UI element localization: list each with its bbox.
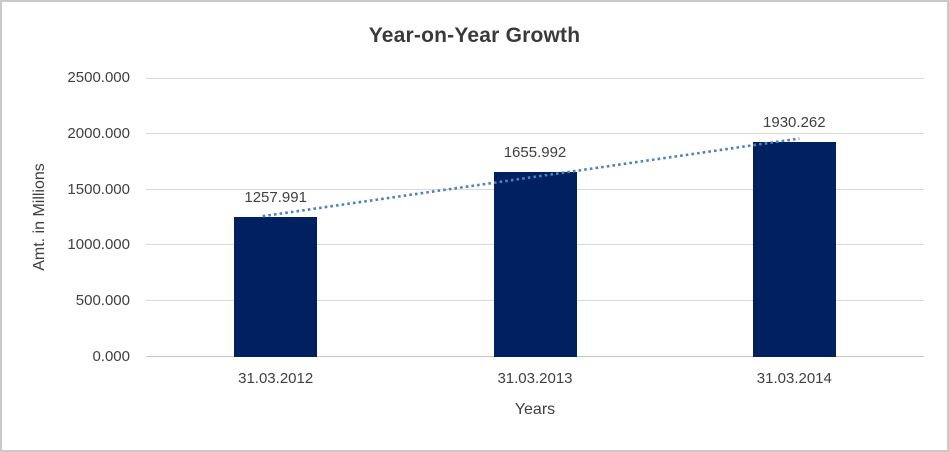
gridline [146, 133, 924, 134]
y-tick-label: 1500.000 [67, 180, 130, 198]
x-tick-label: 31.03.2012 [238, 370, 314, 387]
x-tick-label: 31.03.2014 [756, 370, 832, 387]
bar-31.03.2012[interactable] [234, 216, 318, 357]
y-axis-title: Amt. in Millions [31, 163, 48, 271]
y-tick-label: 2500.000 [67, 69, 130, 86]
trendline-layer [262, 137, 800, 218]
y-tick-label: 1000.000 [67, 236, 130, 254]
bar-31.03.2014[interactable] [752, 141, 836, 357]
chart-title: Year-on-Year Growth [368, 24, 581, 47]
y-tick-label: 500.000 [75, 292, 130, 310]
trendline[interactable] [262, 137, 800, 218]
x-tick-label: 31.03.2013 [497, 370, 573, 387]
y-tick-label: 2000.000 [67, 124, 130, 142]
bar-value-label: 1655.992 [503, 144, 567, 162]
x-axis-title: Years [514, 401, 556, 418]
bar-31.03.2013[interactable] [493, 172, 577, 357]
gridline [146, 78, 924, 79]
plot-area: 1257.991 1655.992 1930.262 [146, 78, 924, 357]
y-tick-label: 0.000 [92, 348, 130, 365]
bar-value-label: 1257.991 [244, 188, 307, 206]
bar-value-label: 1930.262 [763, 113, 826, 131]
